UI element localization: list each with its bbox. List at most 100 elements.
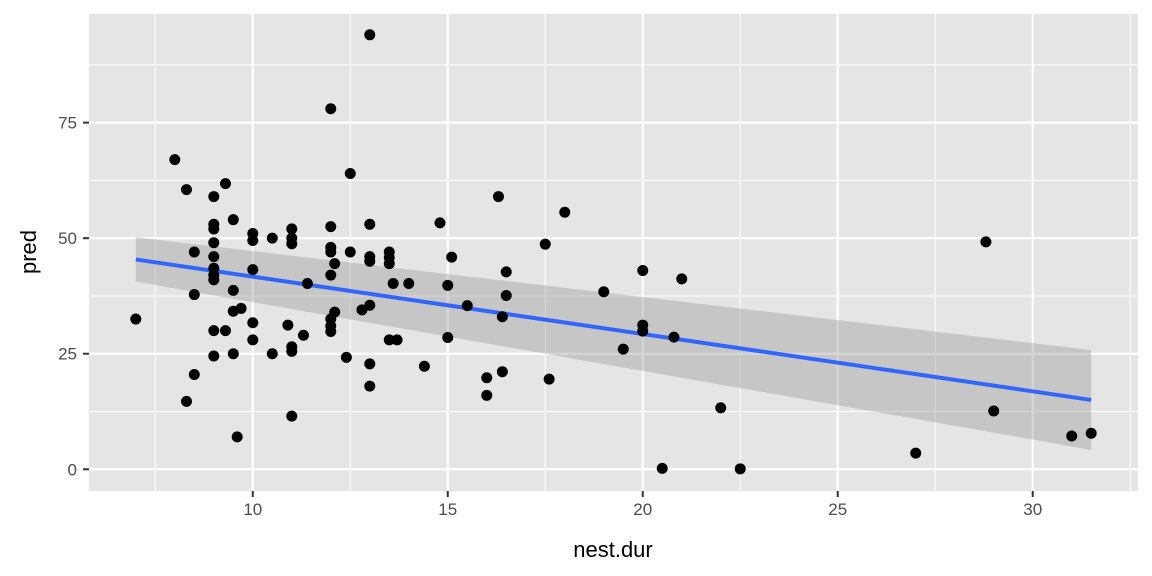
y-axis-title: pred [16,230,41,274]
data-point [656,462,668,474]
x-axis-title: nest.dur [573,537,653,562]
y-tick-label: 0 [68,460,77,479]
data-point [188,289,200,301]
minor-gridlines [89,14,1138,491]
data-point [403,277,415,289]
data-point [481,389,493,401]
data-point [329,306,341,318]
x-tick-label: 10 [243,500,262,519]
x-axis-tick-labels: 10 15 20 25 30 [243,500,1042,519]
data-point [442,332,454,344]
data-point [180,395,192,407]
data-point [496,311,508,323]
confidence-ribbon [135,237,1092,450]
data-point [208,223,220,235]
data-point [418,360,430,372]
data-point [219,178,231,190]
data-point [383,334,395,346]
data-point [325,221,337,233]
data-point [539,238,551,250]
data-point [446,251,458,263]
data-point [598,286,610,298]
data-point [391,334,403,346]
y-tick-label: 50 [58,229,77,248]
data-point [130,313,142,325]
confidence-band [135,237,1092,450]
data-point [500,289,512,301]
data-point [910,447,922,459]
data-point [344,246,356,258]
data-point [208,251,220,263]
data-point [492,191,504,203]
data-point [235,302,247,314]
data-point [637,325,649,337]
data-point [559,206,571,218]
data-point [364,218,376,230]
data-point [301,277,313,289]
fit-line [135,257,1092,402]
data-point [387,277,399,289]
data-point [1085,427,1097,439]
data-point [286,410,298,422]
data-point [434,217,446,229]
data-point [227,284,239,296]
data-point [208,237,220,249]
y-tick-label: 25 [58,345,77,364]
data-point [325,246,337,258]
data-point [282,319,294,331]
data-point [325,326,337,338]
data-point [340,351,352,363]
data-point [980,236,992,248]
x-tick-label: 25 [828,500,847,519]
major-gridlines [89,14,1138,491]
data-point [329,258,341,270]
data-points [130,29,1097,475]
data-point [297,329,309,341]
x-tick-label: 20 [633,500,652,519]
data-point [325,103,337,115]
data-point [715,402,727,414]
data-point [543,373,555,385]
data-point [286,345,298,357]
data-point [364,299,376,311]
data-point [481,372,493,384]
data-point [169,154,181,166]
data-point [266,348,278,360]
data-point [227,214,239,226]
data-point [286,223,298,235]
data-point [988,405,1000,417]
data-point [617,343,629,355]
data-point [188,246,200,258]
data-point [676,273,688,285]
data-point [247,334,259,346]
data-point [208,274,220,286]
data-point [247,234,259,246]
data-point [286,238,298,250]
data-point [500,266,512,278]
data-point [180,184,192,196]
data-point [266,232,278,244]
data-point [231,431,243,443]
data-point [247,317,259,329]
data-point [668,331,680,343]
y-axis-tick-labels: 0 25 50 75 [58,114,77,480]
data-point [461,300,473,312]
x-tick-label: 30 [1023,500,1042,519]
data-point [208,191,220,203]
x-tick-label: 15 [438,500,457,519]
data-point [208,325,220,337]
data-point [208,350,220,362]
data-point [188,369,200,381]
data-point [637,265,649,277]
data-point [344,167,356,179]
data-point [247,264,259,276]
data-point [496,366,508,378]
data-point [383,258,395,270]
data-point [227,348,239,360]
axis-ticks [83,121,1034,497]
regression-line [135,257,1092,402]
y-tick-label: 75 [58,114,77,133]
data-point [734,463,746,475]
data-point [1066,430,1078,442]
